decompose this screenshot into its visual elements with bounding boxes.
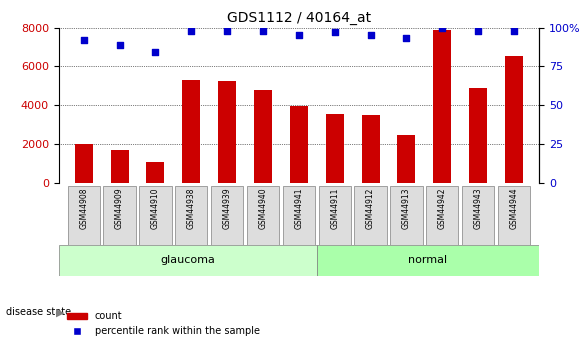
Text: GSM44940: GSM44940 bbox=[258, 188, 267, 229]
Text: GSM44938: GSM44938 bbox=[187, 188, 196, 229]
Text: GSM44908: GSM44908 bbox=[79, 188, 88, 229]
Text: GSM44912: GSM44912 bbox=[366, 188, 375, 229]
Text: ▶: ▶ bbox=[56, 308, 64, 318]
Point bbox=[473, 28, 483, 33]
FancyBboxPatch shape bbox=[355, 186, 387, 245]
FancyBboxPatch shape bbox=[319, 186, 351, 245]
Point bbox=[223, 28, 232, 33]
Point bbox=[438, 25, 447, 30]
FancyBboxPatch shape bbox=[498, 186, 530, 245]
Bar bbox=[182, 80, 200, 183]
FancyBboxPatch shape bbox=[282, 186, 315, 245]
Point bbox=[151, 50, 160, 55]
Point bbox=[115, 42, 124, 48]
FancyBboxPatch shape bbox=[59, 245, 317, 276]
Text: glaucoma: glaucoma bbox=[160, 256, 215, 265]
Bar bbox=[469, 88, 487, 183]
FancyBboxPatch shape bbox=[462, 186, 495, 245]
Text: GSM44943: GSM44943 bbox=[473, 188, 483, 229]
Text: normal: normal bbox=[408, 256, 448, 265]
Text: GSM44910: GSM44910 bbox=[151, 188, 160, 229]
Legend: count, percentile rank within the sample: count, percentile rank within the sample bbox=[63, 307, 264, 340]
Bar bbox=[146, 161, 165, 183]
Title: GDS1112 / 40164_at: GDS1112 / 40164_at bbox=[227, 11, 371, 25]
FancyBboxPatch shape bbox=[390, 186, 423, 245]
Bar bbox=[254, 90, 272, 183]
FancyBboxPatch shape bbox=[211, 186, 243, 245]
FancyBboxPatch shape bbox=[139, 186, 172, 245]
Bar bbox=[326, 114, 343, 183]
Text: GSM44941: GSM44941 bbox=[294, 188, 304, 229]
Text: disease state: disease state bbox=[6, 307, 71, 317]
Point bbox=[186, 28, 196, 33]
Text: GSM44939: GSM44939 bbox=[223, 188, 231, 229]
Bar bbox=[397, 135, 415, 183]
Point bbox=[258, 28, 268, 33]
FancyBboxPatch shape bbox=[175, 186, 207, 245]
Text: GSM44909: GSM44909 bbox=[115, 188, 124, 229]
FancyBboxPatch shape bbox=[426, 186, 458, 245]
Text: GSM44944: GSM44944 bbox=[509, 188, 519, 229]
Point bbox=[366, 32, 375, 38]
Bar bbox=[218, 81, 236, 183]
Point bbox=[402, 36, 411, 41]
Text: GSM44911: GSM44911 bbox=[331, 188, 339, 229]
Point bbox=[509, 28, 519, 33]
Bar bbox=[290, 106, 308, 183]
Bar bbox=[75, 144, 93, 183]
Text: GSM44942: GSM44942 bbox=[438, 188, 447, 229]
Bar bbox=[362, 115, 380, 183]
FancyBboxPatch shape bbox=[67, 186, 100, 245]
Bar bbox=[433, 30, 451, 183]
Point bbox=[330, 29, 339, 35]
FancyBboxPatch shape bbox=[103, 186, 136, 245]
Point bbox=[294, 32, 304, 38]
Bar bbox=[505, 56, 523, 183]
Bar bbox=[111, 150, 128, 183]
FancyBboxPatch shape bbox=[247, 186, 279, 245]
Point bbox=[79, 37, 88, 43]
FancyBboxPatch shape bbox=[317, 245, 539, 276]
Text: GSM44913: GSM44913 bbox=[402, 188, 411, 229]
